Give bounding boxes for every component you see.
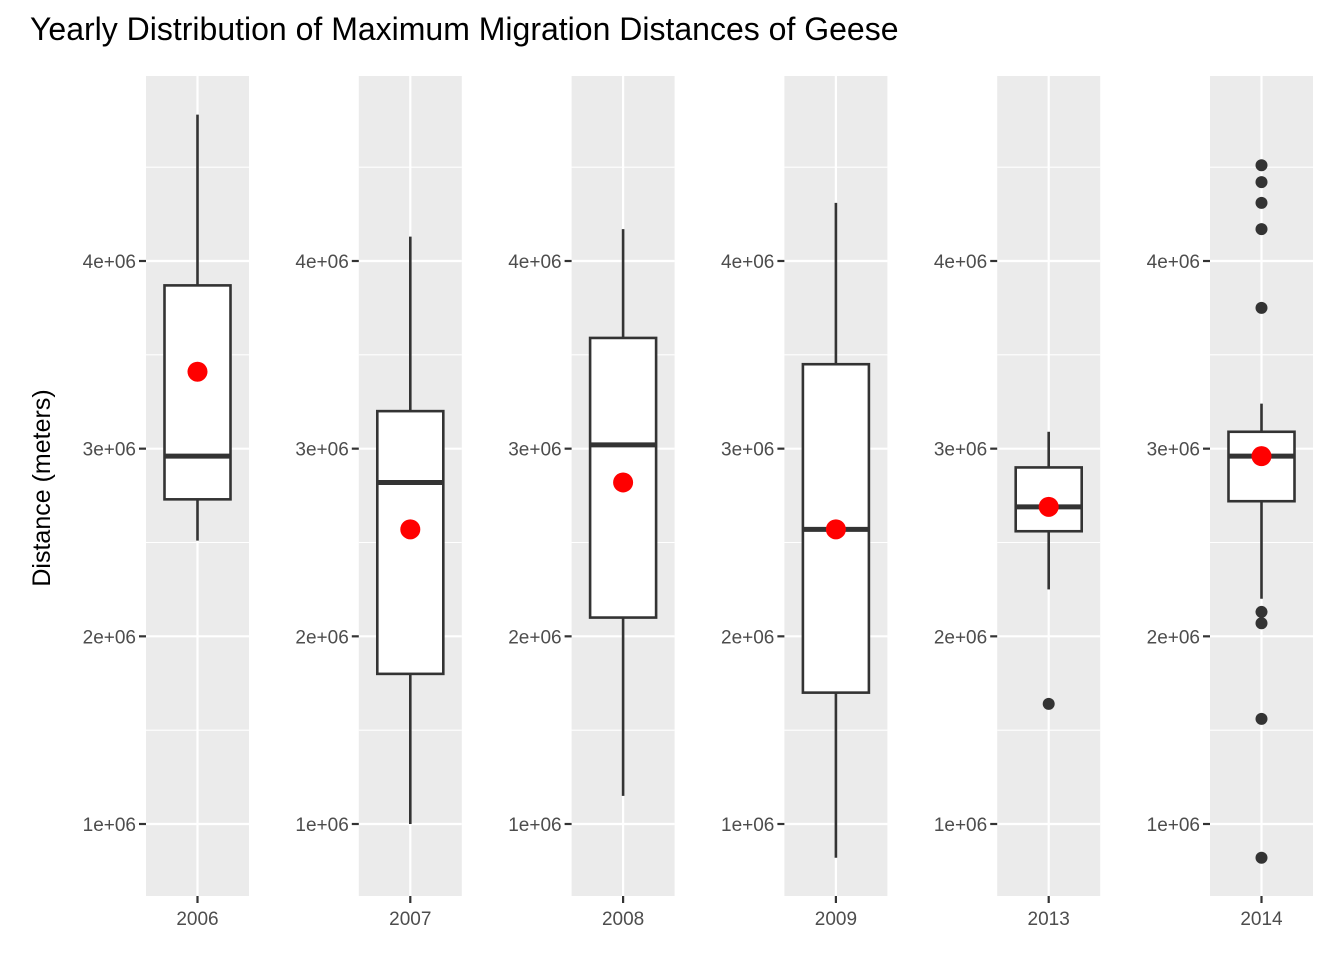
- y-tick-label: 4e+06: [295, 252, 348, 273]
- panel-2014: 1e+06 2e+06 3e+06 4e+06 2014: [1147, 76, 1313, 930]
- x-tick-label: 2006: [176, 909, 218, 930]
- y-tick-label: 3e+06: [295, 440, 348, 461]
- x-tick-label: 2013: [1028, 909, 1070, 930]
- y-tick-label: 2e+06: [508, 627, 561, 648]
- iqr-box: [163, 284, 232, 501]
- y-tick-label: 1e+06: [295, 815, 348, 836]
- mean-point: [1251, 446, 1272, 467]
- y-tick-label: 1e+06: [508, 815, 561, 836]
- y-tick-label: 2e+06: [83, 627, 136, 648]
- facet-panels: 1e+06 2e+06 3e+06 4e+06 2006 1e+06 2e+06 3e+06 4…: [83, 76, 1313, 930]
- y-tick-label: 3e+06: [508, 440, 561, 461]
- mean-point: [613, 472, 634, 493]
- y-tick-label: 3e+06: [934, 440, 987, 461]
- y-tick-label: 2e+06: [934, 627, 987, 648]
- panel-2013: 1e+06 2e+06 3e+06 4e+06 2013: [934, 76, 1101, 930]
- outlier-point: [1042, 697, 1055, 710]
- outlier-point: [1255, 301, 1268, 314]
- outlier-point: [1255, 223, 1268, 236]
- y-tick-label: 4e+06: [721, 252, 774, 273]
- y-tick-label: 1e+06: [83, 815, 136, 836]
- y-tick-label: 4e+06: [83, 252, 136, 273]
- outlier-point: [1255, 605, 1268, 618]
- panel-2006: 1e+06 2e+06 3e+06 4e+06 2006: [83, 76, 249, 930]
- y-tick-label: 3e+06: [721, 440, 774, 461]
- y-tick-label: 4e+06: [934, 252, 987, 273]
- y-tick-label: 4e+06: [508, 252, 561, 273]
- y-tick-label: 4e+06: [1147, 252, 1200, 273]
- outlier-point: [1255, 196, 1268, 209]
- outlier-point: [1255, 712, 1268, 725]
- x-tick-label: 2007: [389, 909, 431, 930]
- y-tick-label: 3e+06: [83, 440, 136, 461]
- mean-point: [400, 519, 421, 540]
- iqr-box: [375, 409, 445, 676]
- y-tick-label: 3e+06: [1147, 440, 1200, 461]
- outlier-point: [1255, 617, 1268, 630]
- iqr-box: [1227, 430, 1296, 503]
- y-tick-label: 2e+06: [1147, 627, 1200, 648]
- x-tick-label: 2014: [1240, 909, 1283, 930]
- y-tick-label: 1e+06: [934, 815, 987, 836]
- x-tick-label: 2008: [602, 909, 644, 930]
- y-axis-label: Distance (meters): [28, 389, 56, 586]
- panel-2007: 1e+06 2e+06 3e+06 4e+06 2007: [295, 76, 462, 930]
- y-tick-label: 2e+06: [721, 627, 774, 648]
- y-tick-label: 1e+06: [721, 815, 774, 836]
- outlier-point: [1255, 176, 1268, 189]
- panel-2009: 1e+06 2e+06 3e+06 4e+06 2009: [721, 76, 888, 930]
- chart-title: Yearly Distribution of Maximum Migration…: [30, 11, 899, 47]
- outlier-point: [1255, 851, 1268, 864]
- mean-point: [825, 519, 846, 540]
- panel-2008: 1e+06 2e+06 3e+06 4e+06 2008: [508, 76, 675, 930]
- y-tick-label: 2e+06: [295, 627, 348, 648]
- x-tick-label: 2009: [815, 909, 857, 930]
- outlier-point: [1255, 159, 1268, 172]
- y-tick-label: 1e+06: [1147, 815, 1200, 836]
- mean-point: [1038, 496, 1059, 517]
- mean-point: [187, 361, 208, 382]
